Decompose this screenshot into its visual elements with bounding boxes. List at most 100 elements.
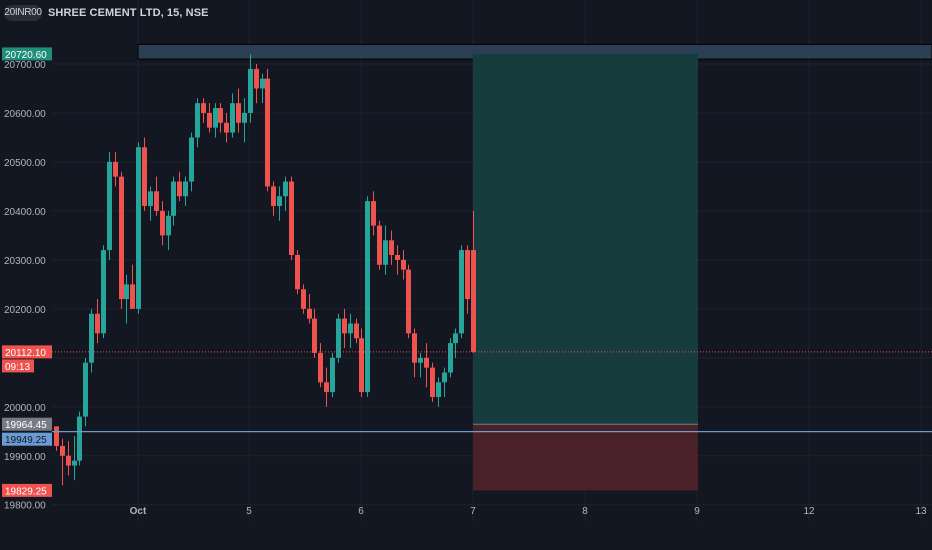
candle-body — [436, 382, 441, 397]
candle-body — [342, 318, 347, 334]
candle-body — [60, 445, 65, 456]
candle-body — [312, 318, 317, 353]
candle-body — [201, 103, 206, 113]
price-label-text: 19829.25 — [5, 486, 47, 497]
candle-body — [307, 308, 312, 319]
price-tick-label: 20400.00 — [4, 207, 46, 218]
candle-body — [242, 112, 247, 123]
candle — [389, 230, 394, 265]
candle-body — [72, 460, 77, 466]
candle — [77, 411, 82, 466]
time-tick-label: 8 — [582, 506, 588, 517]
candle-body — [142, 147, 147, 207]
candle — [412, 328, 417, 378]
price-tick-label: 19900.00 — [4, 452, 46, 463]
position-zones[interactable] — [137, 43, 932, 491]
candle-body — [189, 137, 194, 182]
candle-body — [377, 225, 382, 265]
time-tick-label: 5 — [246, 506, 252, 517]
symbol-title[interactable]: SHREE CEMENT LTD, 15, NSE — [48, 7, 209, 19]
candle-body — [66, 455, 71, 466]
candle-body — [101, 250, 106, 334]
time-tick-label: 12 — [803, 506, 815, 517]
candle-body — [459, 250, 464, 334]
long-position-target-zone[interactable] — [473, 53, 698, 425]
candle — [83, 357, 88, 427]
candle-body — [442, 372, 447, 383]
candle-body — [354, 323, 359, 339]
candle — [401, 250, 406, 280]
candle — [459, 245, 464, 339]
price-tick-label: 20200.00 — [4, 305, 46, 316]
price-tick-label: 20300.00 — [4, 256, 46, 267]
candle — [154, 176, 159, 216]
candle-body — [260, 78, 265, 89]
candle-body — [119, 176, 124, 300]
candle — [89, 308, 94, 373]
price-label-entry: 19964.45 — [2, 417, 52, 431]
candle-body — [324, 382, 329, 393]
price-label-target: 20720.60 — [2, 47, 52, 61]
candle-body — [248, 68, 253, 113]
candle — [371, 191, 376, 236]
candle — [436, 377, 441, 407]
candle-body — [453, 333, 458, 344]
candle-body — [195, 103, 200, 138]
candle — [177, 171, 182, 202]
time-axis-background — [0, 522, 932, 550]
candle — [218, 103, 223, 133]
candle — [230, 93, 235, 138]
candle — [430, 362, 435, 402]
candle — [424, 343, 429, 388]
price-label-text: 19964.45 — [5, 420, 47, 431]
candle-body — [171, 181, 176, 216]
candle — [324, 367, 329, 407]
candle — [395, 245, 400, 275]
candle — [354, 318, 359, 344]
price-label-bg — [2, 345, 52, 359]
candle — [448, 338, 453, 378]
candle — [95, 299, 100, 344]
price-tick-label: 20000.00 — [4, 403, 46, 414]
price-label-text: 09:13 — [5, 362, 30, 373]
candle-body — [254, 68, 259, 89]
candle-body — [177, 181, 182, 197]
candle-body — [418, 357, 423, 363]
candle — [277, 186, 282, 221]
price-label-bg — [2, 359, 34, 373]
candle — [213, 103, 218, 138]
price-label-bg — [2, 483, 52, 497]
price-axis[interactable]: 20700.00 20600.00 20500.00 20400.00 20300.00… — [0, 0, 52, 550]
time-tick-label: 7 — [470, 506, 476, 517]
time-axis[interactable]: Oct 5 6 7 8 9 12 13 — [0, 506, 932, 550]
candle-body — [295, 254, 300, 290]
time-tick-label: 13 — [915, 506, 927, 517]
candle-body — [95, 313, 100, 334]
candle — [271, 181, 276, 216]
long-position-stop-zone[interactable] — [473, 424, 698, 491]
price-label-countdown: 09:13 — [2, 359, 34, 373]
candle — [148, 186, 153, 221]
candle — [283, 176, 288, 211]
symbol-logo-icon[interactable]: 20INR00 — [4, 5, 42, 21]
candle — [54, 426, 59, 451]
candle — [377, 220, 382, 270]
candle — [365, 196, 370, 397]
candle — [383, 225, 388, 275]
price-tick-label: 19800.00 — [4, 501, 46, 512]
candle-body — [471, 250, 476, 352]
time-tick-label: 9 — [694, 506, 700, 517]
candle — [207, 103, 212, 133]
candle-body — [207, 112, 212, 128]
candle-body — [89, 313, 94, 363]
candle-body — [113, 161, 118, 177]
candle — [119, 171, 124, 309]
chart-legend: 20INR00 SHREE CEMENT LTD, 15, NSE — [4, 5, 209, 21]
candle-body — [389, 240, 394, 255]
price-label-bg — [2, 417, 52, 431]
candle — [236, 88, 241, 133]
candle — [242, 98, 247, 143]
price-label-text: 20720.60 — [5, 50, 47, 61]
candle — [60, 438, 65, 486]
